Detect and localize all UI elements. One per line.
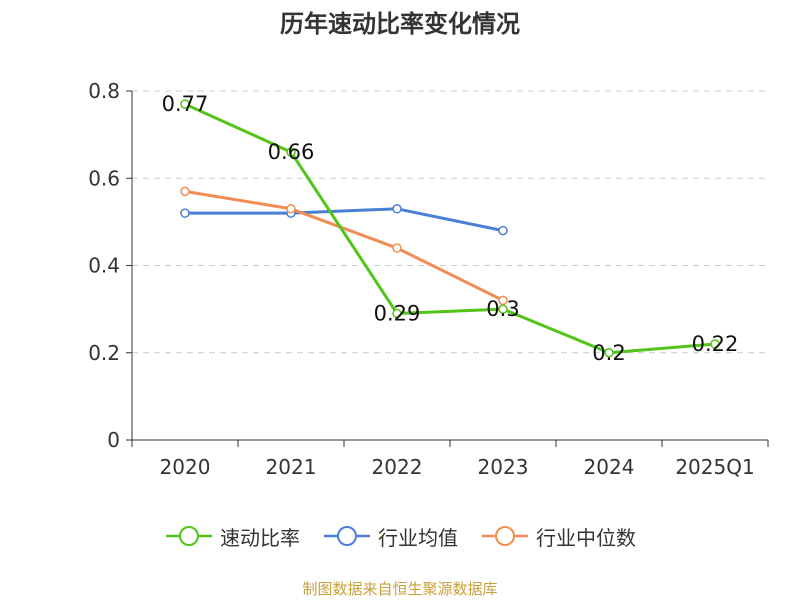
legend-swatch	[482, 526, 528, 546]
legend-marker	[495, 526, 515, 546]
legend-item[interactable]: 行业中位数	[480, 522, 636, 551]
x-tick-label: 2024	[584, 455, 635, 479]
x-tick-label: 2021	[266, 455, 317, 479]
y-tick-label: 0.6	[88, 166, 120, 190]
series-line-1	[185, 207, 504, 233]
data-label: 0.29	[374, 301, 421, 325]
axes: 0 0.2 0.4 0.6 0.8 2020 2021 2022 2023 2024 2025Q1	[88, 79, 769, 479]
data-point	[498, 225, 508, 236]
legend-label: 行业均值	[378, 525, 458, 550]
legend-item[interactable]: 速动比率	[164, 522, 300, 551]
x-tick-label: 2025Q1	[675, 455, 754, 479]
data-point	[180, 99, 190, 109]
data-point	[498, 304, 508, 314]
data-point	[180, 208, 190, 218]
chart-title: 历年速动比率变化情况	[280, 10, 520, 38]
data-point	[604, 348, 614, 358]
data-label: 0.77	[162, 92, 209, 116]
legend-item[interactable]: 行业均值	[322, 522, 458, 551]
x-tick-label: 2020	[160, 455, 211, 479]
data-point	[286, 147, 296, 157]
legend-marker	[337, 526, 357, 546]
legend-label: 行业中位数	[536, 525, 636, 550]
y-tick-label: 0.2	[88, 341, 120, 365]
series-lines	[180, 99, 720, 358]
y-tick-label: 0.8	[88, 79, 120, 103]
y-tick-label: 0.4	[88, 254, 120, 278]
legend-swatch	[324, 526, 370, 546]
series-line-0	[184, 102, 716, 355]
x-tick-label: 2022	[372, 455, 423, 479]
data-point	[392, 204, 402, 214]
grid-lines	[132, 90, 768, 354]
data-labels: 0.77 0.66 0.29 0.3 0.2 0.22	[162, 92, 739, 365]
data-label: 0.66	[268, 140, 315, 164]
legend-label: 速动比率	[220, 525, 300, 550]
data-point	[392, 308, 402, 319]
data-label: 0.22	[692, 332, 739, 356]
legend: 速动比率 行业均值 行业中位数	[0, 518, 800, 554]
data-label: 0.2	[592, 341, 625, 365]
legend-swatch	[166, 526, 212, 546]
data-point	[710, 339, 720, 349]
source-note: 制图数据来自恒生聚源数据库	[302, 580, 498, 598]
x-tick-label: 2023	[478, 455, 529, 479]
data-point	[392, 243, 402, 253]
data-point	[286, 204, 296, 214]
series-line-2	[184, 189, 504, 302]
legend-marker	[179, 526, 199, 546]
data-point	[180, 186, 190, 197]
y-tick-label: 0	[107, 428, 120, 452]
data-label: 0.3	[486, 297, 519, 321]
